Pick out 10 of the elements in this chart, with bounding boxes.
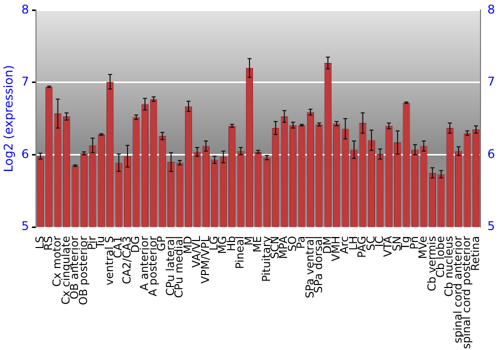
y2-tick-label: 6: [487, 146, 496, 161]
y-axis-title: Log2 (expression): [1, 65, 16, 172]
y2-tick-label: 8: [487, 2, 496, 16]
y-tick-label: 7: [21, 74, 30, 89]
x-tick-label: A posterior: [146, 236, 160, 296]
y2-tick-label: 7: [487, 74, 496, 89]
y-tick-label: 6: [21, 146, 30, 161]
y2-tick-label: 5: [487, 219, 496, 234]
y-tick-label: 5: [21, 219, 30, 234]
y-tick-label: 8: [21, 2, 30, 16]
